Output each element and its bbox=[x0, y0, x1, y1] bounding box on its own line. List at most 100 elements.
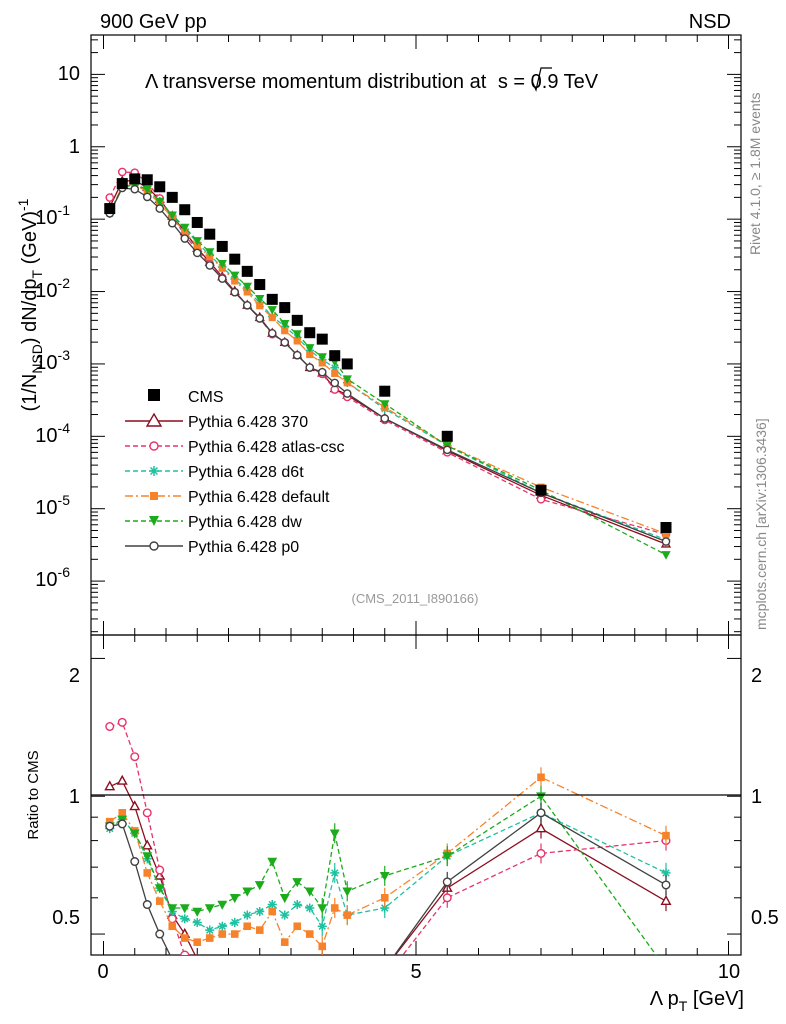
ratio-point-default bbox=[280, 938, 289, 946]
ratio-point-370 bbox=[218, 984, 227, 992]
cms-data-point bbox=[179, 204, 191, 216]
ratio-point-370 bbox=[129, 800, 141, 811]
legend-entry-default: Pythia 6.428 default bbox=[125, 489, 330, 506]
ratio-point-370 bbox=[660, 894, 672, 905]
data-point-p0 bbox=[292, 350, 302, 360]
data-point-p0 bbox=[155, 204, 165, 213]
data-point-dw bbox=[230, 271, 240, 281]
x-axis-label: Λ pT [GeV] bbox=[650, 988, 744, 1014]
data-point-default bbox=[243, 288, 251, 296]
ratio-point-d6t bbox=[317, 921, 327, 931]
ratio-point-p0 bbox=[293, 1013, 301, 1021]
ratio-point-default bbox=[305, 930, 314, 938]
ratio-y-tick-label: 0.5 bbox=[52, 907, 80, 929]
ratio-point-dw bbox=[267, 857, 278, 867]
top-y-tick-label: 10-3 bbox=[35, 347, 70, 374]
cms-data-point bbox=[154, 181, 166, 193]
ratio-point-d6t bbox=[217, 921, 227, 931]
cms-data-point bbox=[204, 228, 216, 240]
ratio-point-370 bbox=[230, 995, 239, 1003]
top-y-tick-label: 10-2 bbox=[35, 275, 70, 302]
ratio-point-d6t bbox=[205, 925, 215, 935]
ratio-point-default bbox=[662, 831, 670, 840]
legend-entry-cms: CMS bbox=[148, 389, 224, 406]
cms-data-point bbox=[316, 333, 328, 345]
legend-marker-dw bbox=[149, 516, 159, 526]
ratio-point-dw bbox=[254, 881, 265, 891]
ratio-point-atlas-csc bbox=[117, 717, 127, 727]
ratio-point-p0 bbox=[181, 975, 189, 983]
ratio-point-p0 bbox=[281, 1013, 289, 1021]
x-tick-label: 10 bbox=[718, 961, 740, 983]
ratio-point-dw bbox=[229, 894, 240, 904]
data-point-p0 bbox=[305, 363, 315, 372]
ratio-point-default bbox=[218, 930, 227, 938]
ratio-point-dw bbox=[242, 887, 253, 897]
ratio-point-370 bbox=[141, 839, 153, 850]
data-point-dw bbox=[155, 197, 165, 207]
ratio-point-default bbox=[168, 922, 177, 931]
ratio-point-d6t bbox=[280, 910, 290, 920]
ratio-point-dw bbox=[379, 872, 390, 882]
data-point-p0 bbox=[342, 389, 352, 398]
cms-data-point bbox=[304, 327, 316, 339]
ratio-point-default bbox=[343, 911, 352, 919]
ratio-point-atlas-csc bbox=[130, 752, 140, 762]
ratio-point-370 bbox=[205, 969, 214, 977]
cms-data-point bbox=[341, 358, 353, 370]
legend-marker-p0 bbox=[149, 541, 159, 551]
ratio-point-d6t bbox=[180, 914, 190, 924]
ratio-point-dw bbox=[329, 829, 340, 839]
data-point-p0 bbox=[380, 414, 390, 423]
ratio-point-default bbox=[243, 922, 252, 931]
ratio-point-p0 bbox=[331, 965, 339, 973]
ratio-point-default bbox=[293, 922, 302, 931]
legend-label: CMS bbox=[188, 389, 224, 406]
ratio-point-p0 bbox=[142, 900, 152, 910]
data-point-dw bbox=[380, 400, 390, 409]
ratio-point-default bbox=[330, 904, 339, 912]
ratio-point-default bbox=[255, 926, 264, 934]
ratio-point-default bbox=[180, 934, 189, 942]
ratio-point-atlas-csc bbox=[231, 1001, 239, 1009]
data-point-atlas-csc bbox=[117, 167, 127, 177]
ratio-point-p0 bbox=[105, 821, 115, 831]
data-point-p0 bbox=[317, 367, 327, 377]
data-point-default bbox=[331, 369, 339, 377]
ratio-y-axis-label: Ratio to CMS bbox=[25, 750, 42, 839]
legend-entry-p0: Pythia 6.428 p0 bbox=[125, 539, 299, 556]
legend-label: Pythia 6.428 dw bbox=[188, 514, 302, 531]
ratio-y-tick-label-right: 2 bbox=[751, 665, 762, 687]
ratio-point-p0 bbox=[218, 996, 226, 1004]
cms-data-point bbox=[116, 178, 128, 190]
ratio-point-dw bbox=[317, 904, 328, 914]
ratio-point-p0 bbox=[155, 929, 165, 939]
legend: CMS Pythia 6.428 370 Pythia 6.428 atlas-… bbox=[125, 389, 345, 556]
data-point-dw bbox=[180, 223, 190, 233]
data-point-default bbox=[256, 302, 264, 310]
ratio-point-atlas-csc bbox=[442, 893, 452, 903]
ratio-point-p0 bbox=[442, 877, 452, 887]
data-point-p0 bbox=[130, 184, 140, 194]
data-point-default bbox=[306, 350, 314, 359]
ratio-point-default bbox=[155, 897, 164, 905]
ratio-point-atlas-csc bbox=[536, 848, 546, 858]
ratio-point-dw bbox=[279, 894, 290, 904]
ratio-point-default bbox=[380, 894, 389, 902]
axis-ticks bbox=[91, 35, 741, 955]
x-tick-label: 5 bbox=[410, 961, 421, 983]
ratio-point-p0 bbox=[256, 1007, 264, 1015]
legend-entry-d6t: Pythia 6.428 d6t bbox=[125, 464, 304, 481]
data-point-p0 bbox=[330, 378, 340, 388]
ratio-point-atlas-csc bbox=[268, 1013, 276, 1021]
legend-label: Pythia 6.428 370 bbox=[188, 414, 308, 431]
ratio-point-370 bbox=[255, 1000, 264, 1008]
top-y-tick-label: 1 bbox=[69, 136, 80, 158]
ratio-point-370 bbox=[268, 1006, 277, 1014]
ratio-point-dw bbox=[304, 887, 315, 897]
data-point-dw bbox=[192, 237, 202, 246]
ratio-point-p0 bbox=[268, 1007, 276, 1015]
top-y-axis-label: (1/NNSD) dN/dpT (GeV)-1 bbox=[15, 198, 45, 411]
ratio-point-p0 bbox=[318, 1001, 326, 1009]
